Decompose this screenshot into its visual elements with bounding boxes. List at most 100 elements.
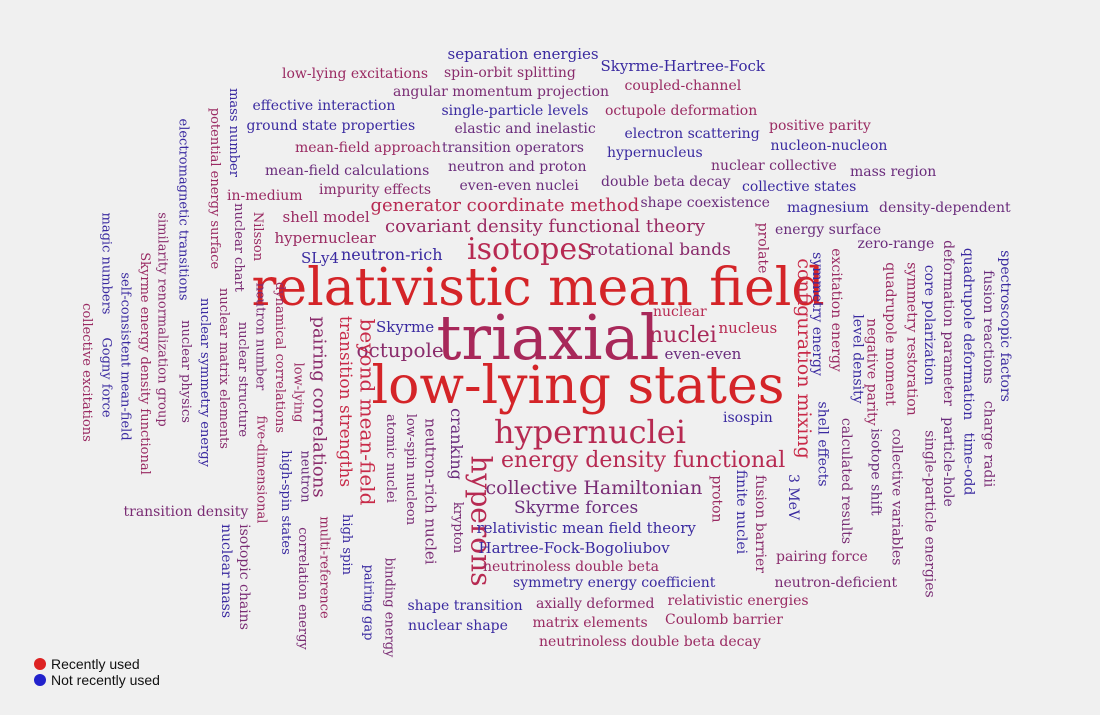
legend-label-recent: Recently used [51,656,140,672]
keyword-28: hypernuclear [274,228,376,247]
keyword-68: similarity renormalization group [154,211,170,427]
keyword-105: symmetry restoration [903,261,920,416]
keyword-49: nuclear collective [711,158,837,174]
legend-item-recent: Recently used [34,656,160,672]
keyword-67: magic numbers [98,212,114,314]
keyword-79: five-dimensional [253,415,269,523]
keyword-83: correlation energy [294,527,310,650]
keyword-53: double beta decay [601,174,731,190]
keyword-64: electromagnetic transitions [175,118,191,300]
keyword-32: Skyrme-Hartree-Fock [600,56,766,75]
keyword-123: axially deformed [536,596,655,612]
keyword-25: cranking [446,408,466,480]
keyword-91: proton [708,474,725,523]
keyword-110: quadrupole deformation [960,247,977,421]
keyword-42: positive parity [769,118,871,134]
keyword-127: Coulomb barrier [665,612,783,628]
keyword-87: binding energy [381,557,397,657]
keyword-15: collective Hamiltonian [485,476,703,499]
keyword-106: core polarization [921,264,938,386]
keyword-109: particle-hole [939,417,956,507]
keyword-21: even-even [664,344,742,363]
keyword-37: effective interaction [252,98,396,114]
keyword-48: neutron and proton [448,159,587,175]
keyword-19: relativistic mean field theory [476,518,696,537]
keyword-71: collective excitations [78,303,94,442]
keyword-102: isotope shift [867,427,884,516]
keyword-52: even-even nuclei [459,178,579,194]
keyword-36: angular momentum projection [393,84,610,100]
keyword-47: nucleon-nucleon [770,138,888,154]
keyword-93: fusion barrier [751,475,768,573]
keyword-77: neutron number [252,282,268,390]
keyword-120: pairing force [776,549,868,565]
keyword-66: Nilsson [249,211,265,262]
keyword-82: neutron [297,449,313,503]
keyword-22: nucleus [718,318,778,337]
keyword-20: Hartree-Fock-Bogoliubov [478,538,670,557]
keyword-107: single-particle energies [921,429,938,598]
keyword-85: high spin [338,514,354,575]
keyword-112: spectroscopic factors [996,250,1013,402]
keyword-61: zero-range [857,236,935,252]
keyword-69: Skyrme energy density functional [136,252,152,475]
keyword-44: mean-field approach [295,140,441,156]
keyword-72: Gogny force [98,336,114,418]
keyword-31: separation energies [447,44,599,63]
keyword-59: density-dependent [879,200,1011,216]
keyword-98: excitation energy [827,248,844,372]
keyword-128: neutrinoless double beta decay [539,634,761,650]
keyword-55: in-medium [227,188,303,204]
legend-label-not-recent: Not recently used [51,672,160,688]
keyword-94: 3 MeV [785,473,802,521]
keyword-81: high-spin states [277,450,293,555]
keyword-63: potential energy surface [206,107,222,270]
keyword-4: hypernuclei [494,413,686,451]
recent-dot-icon [34,658,46,670]
legend: Recently used Not recently used [34,656,160,688]
keyword-108: deformation parameter [939,240,956,406]
keyword-57: shape coexistence [640,195,770,211]
keyword-124: relativistic energies [667,593,809,609]
keyword-78: dynamical correlations [271,282,287,433]
keyword-13: transition strengths [334,315,355,488]
keyword-89: pairing gap [360,564,376,640]
keyword-99: calculated results [838,417,855,545]
keyword-56: impurity effects [319,182,432,198]
keyword-126: matrix elements [532,615,648,631]
keyword-101: negative parity [863,317,880,426]
keyword-115: transition density [123,504,249,520]
keyword-23: nuclear [653,304,707,320]
keyword-46: hypernucleus [607,145,703,161]
keyword-95: prolate [753,222,770,273]
keyword-0: relativistic mean field [251,258,825,318]
keyword-45: transition operators [442,140,584,156]
keyword-41: elastic and inelastic [454,121,596,137]
keyword-122: shape transition [407,598,523,614]
keyword-18: Skyrme forces [514,497,639,518]
keyword-90: krypton [449,501,465,554]
keyword-75: nuclear matrix elements [215,288,231,449]
keyword-88: low-spin nucleon [402,413,418,526]
keyword-92: finite nuclei [733,469,750,555]
keyword-111: time-odd [959,432,976,495]
keyword-60: energy surface [775,222,882,238]
keyword-10: nuclei [649,323,717,348]
keyword-16: rotational bands [589,239,731,260]
keyword-35: coupled-channel [624,78,742,94]
keyword-114: charge radii [979,400,996,487]
keyword-65: nuclear chart [230,203,246,292]
keyword-50: mass region [850,164,937,180]
keyword-96: symmetry energy [808,252,825,376]
keyword-97: shell effects [814,400,831,487]
keyword-84: multi-reference [316,515,332,619]
keyword-103: quadrupole moment [881,262,898,406]
keyword-29: SLy4 [301,248,339,267]
keyword-58: magnesium [787,200,869,216]
keyword-86: atomic nuclei [382,414,398,503]
keyword-40: ground state properties [246,118,416,134]
keyword-100: level density [849,313,866,404]
keyword-51: mean-field calculations [265,163,430,179]
not-recent-dot-icon [34,674,46,686]
